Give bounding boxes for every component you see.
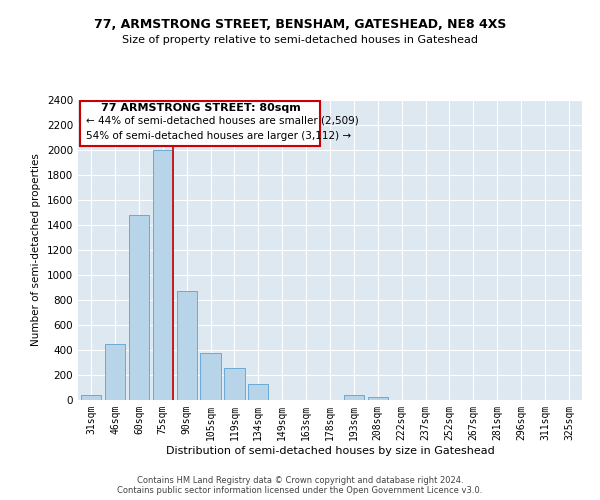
Bar <box>368 397 388 400</box>
Bar <box>200 353 221 400</box>
FancyBboxPatch shape <box>80 101 320 146</box>
Bar <box>81 395 101 400</box>
Bar <box>176 291 197 400</box>
Text: 77 ARMSTRONG STREET: 80sqm: 77 ARMSTRONG STREET: 80sqm <box>101 103 300 113</box>
Text: Contains HM Land Registry data © Crown copyright and database right 2024.: Contains HM Land Registry data © Crown c… <box>137 476 463 485</box>
Text: ← 44% of semi-detached houses are smaller (2,509): ← 44% of semi-detached houses are smalle… <box>86 116 359 126</box>
Bar <box>105 344 125 400</box>
Text: 54% of semi-detached houses are larger (3,112) →: 54% of semi-detached houses are larger (… <box>86 131 352 141</box>
Bar <box>224 368 245 400</box>
X-axis label: Distribution of semi-detached houses by size in Gateshead: Distribution of semi-detached houses by … <box>166 446 494 456</box>
Text: Size of property relative to semi-detached houses in Gateshead: Size of property relative to semi-detach… <box>122 35 478 45</box>
Text: Contains public sector information licensed under the Open Government Licence v3: Contains public sector information licen… <box>118 486 482 495</box>
Bar <box>344 395 364 400</box>
Bar <box>152 150 173 400</box>
Bar <box>248 384 268 400</box>
Y-axis label: Number of semi-detached properties: Number of semi-detached properties <box>31 154 41 346</box>
Text: 77, ARMSTRONG STREET, BENSHAM, GATESHEAD, NE8 4XS: 77, ARMSTRONG STREET, BENSHAM, GATESHEAD… <box>94 18 506 30</box>
Bar <box>129 215 149 400</box>
